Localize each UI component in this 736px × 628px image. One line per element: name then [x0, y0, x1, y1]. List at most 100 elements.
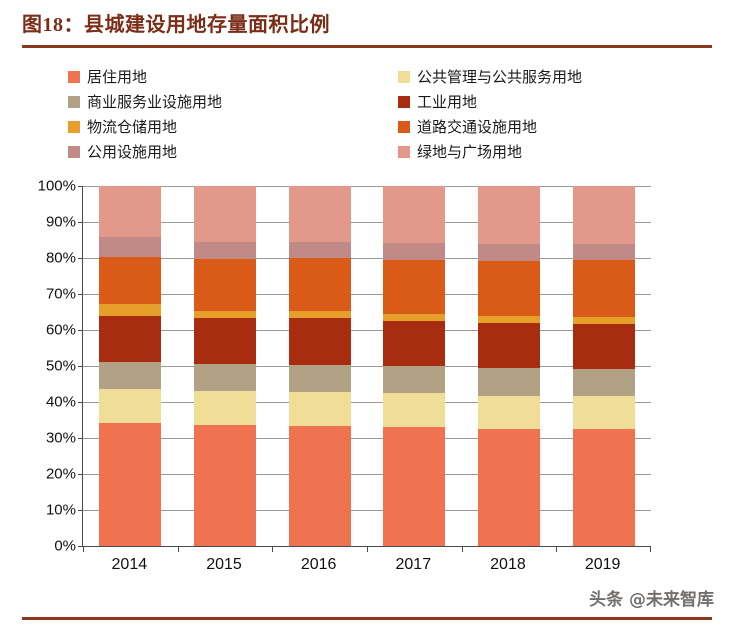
y-axis-tick-label: 80%	[45, 249, 76, 267]
y-axis-tick-label: 90%	[45, 213, 76, 231]
legend-swatch-icon	[68, 70, 80, 83]
legend-item-label: 道路交通设施用地	[417, 118, 538, 136]
bar-segment[interactable]	[383, 393, 446, 427]
legend-item[interactable]: 工业用地	[398, 89, 688, 114]
bar-segment[interactable]	[572, 323, 635, 369]
bar-column[interactable]	[193, 186, 256, 546]
legend-item-label: 绿地与广场用地	[417, 143, 523, 161]
bar-segment[interactable]	[99, 186, 162, 238]
legend-item-label: 商业服务业设施用地	[87, 93, 223, 111]
bar-group	[83, 186, 651, 546]
y-axis-tick-mark	[78, 294, 83, 295]
bar-segment[interactable]	[383, 426, 446, 546]
y-axis-tick-mark	[78, 402, 83, 403]
legend-item[interactable]: 道路交通设施用地	[398, 114, 688, 139]
x-axis-tick-label: 2016	[300, 556, 337, 573]
legend-item[interactable]: 公用设施用地	[68, 139, 398, 164]
bar-segment[interactable]	[383, 243, 446, 260]
page-title: 图18：县城建设用地存量面积比例	[22, 14, 330, 36]
legend-swatch-icon	[398, 120, 410, 133]
bar-segment[interactable]	[288, 318, 351, 365]
bar-segment[interactable]	[572, 260, 635, 318]
bottom-divider	[22, 617, 712, 620]
y-axis-tick-mark	[78, 330, 83, 331]
bar-segment[interactable]	[383, 313, 446, 321]
legend-swatch-icon	[68, 120, 80, 133]
x-axis-tick-mark	[272, 546, 274, 552]
legend-item[interactable]: 物流仓储用地	[68, 114, 398, 139]
y-axis-tick-mark	[78, 366, 83, 367]
bar-segment[interactable]	[288, 186, 351, 242]
bar-segment[interactable]	[288, 425, 351, 546]
bar-column[interactable]	[383, 186, 446, 546]
legend-item-label: 物流仓储用地	[87, 118, 178, 136]
bar-segment[interactable]	[477, 244, 540, 261]
x-axis-tick-mark	[461, 546, 463, 552]
bar-segment[interactable]	[193, 186, 256, 243]
bar-segment[interactable]	[193, 259, 256, 311]
x-axis-tick-mark	[83, 546, 84, 552]
y-axis-tick-mark	[78, 438, 83, 439]
bar-segment[interactable]	[288, 391, 351, 426]
bar-segment[interactable]	[477, 315, 540, 323]
bar-segment[interactable]	[572, 317, 635, 324]
legend-swatch-icon	[68, 145, 80, 158]
bar-segment[interactable]	[193, 424, 256, 546]
gridline	[83, 294, 651, 295]
bar-segment[interactable]	[288, 364, 351, 392]
bar-segment[interactable]	[288, 241, 351, 259]
y-axis-tick-mark	[78, 546, 83, 547]
bar-segment[interactable]	[99, 315, 162, 363]
legend-item[interactable]: 居住用地	[68, 64, 398, 89]
bar-segment[interactable]	[288, 310, 351, 319]
bar-segment[interactable]	[288, 258, 351, 311]
bar-segment[interactable]	[99, 422, 162, 546]
y-axis-tick-label: 20%	[45, 465, 76, 483]
bar-segment[interactable]	[193, 242, 256, 260]
gridline	[83, 366, 651, 367]
gridline	[83, 258, 651, 259]
x-axis: 2014 2015 2016 2017 2018 2019	[82, 556, 650, 582]
bar-segment[interactable]	[477, 186, 540, 244]
bar-segment[interactable]	[383, 320, 446, 367]
bar-column[interactable]	[572, 186, 635, 546]
bar-segment[interactable]	[477, 428, 540, 546]
bar-segment[interactable]	[193, 310, 256, 319]
bar-segment[interactable]	[477, 260, 540, 316]
bar-segment[interactable]	[193, 391, 256, 425]
bar-column[interactable]	[477, 186, 540, 546]
y-axis-tick-mark	[78, 186, 83, 187]
y-axis-tick-label: 50%	[45, 357, 76, 375]
bar-segment[interactable]	[99, 362, 162, 390]
legend-item[interactable]: 公共管理与公共服务用地	[398, 64, 688, 89]
x-axis-tick-mark	[177, 546, 179, 552]
bar-segment[interactable]	[572, 396, 635, 429]
bar-column[interactable]	[99, 186, 162, 546]
bar-segment[interactable]	[193, 318, 256, 365]
y-axis-tick-mark	[78, 510, 83, 511]
legend-item[interactable]: 绿地与广场用地	[398, 139, 688, 164]
bar-segment[interactable]	[99, 237, 162, 257]
bar-segment[interactable]	[572, 429, 635, 546]
bar-segment[interactable]	[572, 244, 635, 261]
gridline	[83, 186, 651, 187]
legend-swatch-icon	[398, 70, 410, 83]
bar-segment[interactable]	[572, 186, 635, 245]
bar-segment[interactable]	[99, 304, 162, 316]
y-axis-tick-label: 10%	[45, 501, 76, 519]
bar-segment[interactable]	[477, 322, 540, 369]
x-axis-tick-mark	[650, 546, 651, 552]
bar-segment[interactable]	[383, 366, 446, 394]
bar-column[interactable]	[288, 186, 351, 546]
bar-segment[interactable]	[99, 256, 162, 305]
bar-segment[interactable]	[477, 395, 540, 429]
bar-segment[interactable]	[383, 186, 446, 244]
bar-segment[interactable]	[572, 368, 635, 397]
bar-segment[interactable]	[99, 389, 162, 423]
gridline	[83, 438, 651, 439]
bar-segment[interactable]	[383, 259, 446, 314]
bar-segment[interactable]	[193, 364, 256, 392]
legend-item[interactable]: 商业服务业设施用地	[68, 89, 398, 114]
bar-segment[interactable]	[477, 368, 540, 396]
